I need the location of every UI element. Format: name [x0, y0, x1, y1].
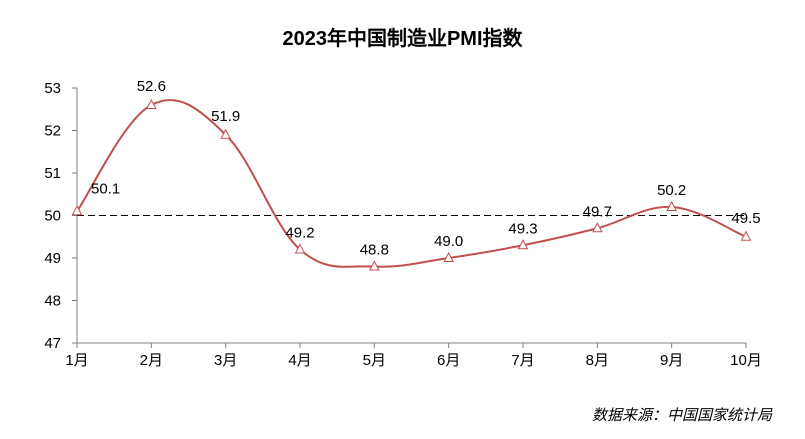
data-label: 52.6	[137, 78, 166, 95]
data-point-marker	[740, 230, 752, 241]
data-point-marker	[517, 239, 529, 250]
data-point-marker	[369, 260, 380, 271]
data-label: 50.1	[91, 180, 120, 197]
y-tick-label: 53	[44, 80, 61, 97]
x-tick-label: 8月	[586, 352, 609, 369]
data-point-marker	[294, 243, 306, 254]
y-tick-label: 48	[44, 293, 61, 310]
data-label: 49.3	[508, 220, 537, 237]
data-point-marker	[443, 251, 454, 262]
x-tick-label: 4月	[288, 352, 311, 369]
data-labels-group: 50.1 52.6 51.9 49.2 48.8 49.0 49.3 49.7 50.2 49.5	[91, 78, 761, 259]
markers-group	[71, 98, 752, 271]
x-tick-label: 6月	[437, 352, 460, 369]
x-tick-label: 1月	[65, 352, 88, 369]
y-tick-label: 52	[44, 123, 61, 140]
data-label: 49.5	[731, 210, 760, 227]
data-label: 48.8	[360, 242, 389, 259]
x-tick-label: 7月	[511, 352, 534, 369]
data-label: 49.2	[285, 225, 314, 242]
x-tick-label: 2月	[140, 352, 163, 369]
data-point-marker	[146, 98, 157, 109]
axes: 47 48 49 50 51 52 53 1月 2月 3月 4月 5月 6月 7月 8月 9月 10月	[44, 80, 762, 369]
chart-title: 2023年中国制造业PMI指数	[282, 28, 523, 50]
source-note: 数据来源：中国国家统计局	[591, 406, 772, 424]
series-group	[76, 99, 747, 268]
data-label: 49.7	[583, 203, 612, 220]
data-label: 49.0	[434, 233, 463, 250]
data-point-marker	[220, 128, 231, 139]
y-tick-label: 50	[44, 208, 61, 225]
x-tick-label: 10月	[730, 352, 762, 369]
data-label: 50.2	[657, 182, 686, 199]
data-point-marker	[592, 222, 603, 233]
data-label: 51.9	[211, 108, 240, 125]
y-tick-label: 49	[44, 250, 61, 267]
y-tick-label: 51	[44, 165, 61, 182]
data-point-marker	[71, 205, 83, 216]
x-tick-label: 5月	[363, 352, 386, 369]
x-tick-label: 3月	[214, 352, 237, 369]
y-tick-label: 47	[44, 335, 61, 352]
x-tick-label: 9月	[660, 352, 683, 369]
data-point-marker	[666, 200, 677, 211]
series-line	[76, 99, 747, 268]
